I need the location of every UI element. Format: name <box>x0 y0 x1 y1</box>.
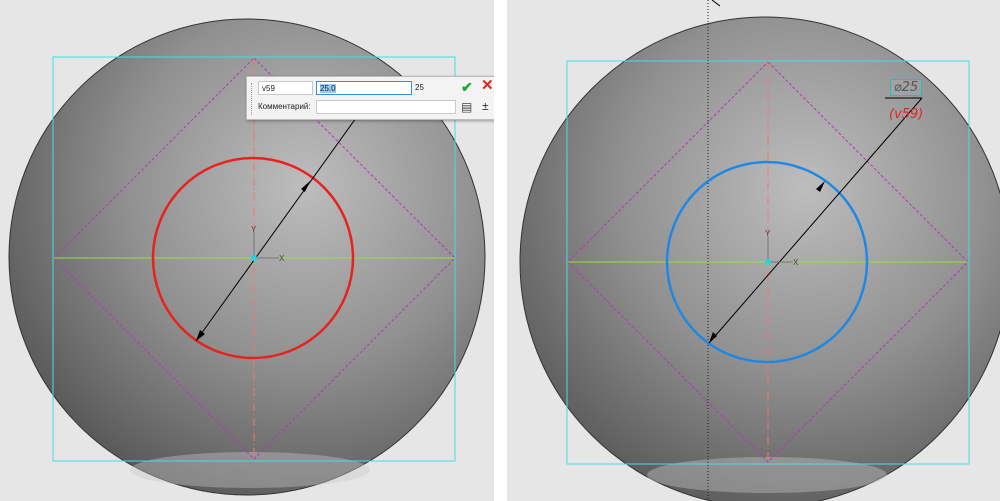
right-viewport[interactable]: Y X ⌀25 (v59) <box>507 0 1000 501</box>
dimension-arrow-upper <box>301 181 310 192</box>
document-icon[interactable]: ▤ <box>461 100 473 114</box>
computed-value: 25 <box>415 83 424 92</box>
comment-label: Комментарий: <box>258 102 311 111</box>
sphere-highlight <box>130 452 370 488</box>
dimensioned-circle[interactable] <box>665 160 869 364</box>
sphere-body <box>8 18 486 496</box>
diameter-value-label[interactable]: ⌀25 <box>890 79 922 96</box>
left-sketch-canvas[interactable]: Y X <box>0 0 494 501</box>
cursor-pointer-icon <box>711 0 721 7</box>
axis-x-label: X <box>793 258 799 267</box>
diameter-dimension-line[interactable] <box>708 97 923 344</box>
right-sketch-canvas[interactable]: Y X <box>507 0 1000 501</box>
plus-minus-icon[interactable]: ± <box>482 99 489 113</box>
left-viewport[interactable]: Y X v59 25.0 25 ✔ ✕ Комментарий: ▤ ± <box>0 0 494 501</box>
variable-edit-dialog: v59 25.0 25 ✔ ✕ Комментарий: ▤ ± <box>246 76 494 120</box>
sphere-highlight <box>647 457 887 493</box>
variable-name-label: (v59) <box>889 107 924 122</box>
bounding-box <box>52 56 456 462</box>
sphere-body <box>519 16 1000 501</box>
variable-value-input[interactable]: 25.0 <box>316 81 412 95</box>
dialog-drag-handle[interactable] <box>251 83 255 115</box>
origin-point[interactable] <box>251 255 257 261</box>
selected-circle[interactable] <box>151 156 355 360</box>
axis-y-label: Y <box>251 225 257 234</box>
construction-square <box>567 61 969 463</box>
dimension-arrow-lower <box>709 332 717 343</box>
axis-y-label: Y <box>765 229 771 238</box>
dimension-arrow-lower <box>196 330 205 341</box>
comment-input[interactable] <box>316 100 456 114</box>
variable-name-field[interactable]: v59 <box>258 81 313 95</box>
checkmark-icon[interactable]: ✔ <box>461 79 473 95</box>
origin-point[interactable] <box>765 259 771 265</box>
construction-square <box>53 57 456 460</box>
value-text: 25.0 <box>320 84 336 93</box>
diameter-dimension-line[interactable] <box>195 117 357 342</box>
bounding-box <box>566 60 970 465</box>
axis-x-label: X <box>279 254 285 263</box>
dimension-arrow-upper <box>816 181 825 192</box>
close-icon[interactable]: ✕ <box>481 77 494 94</box>
